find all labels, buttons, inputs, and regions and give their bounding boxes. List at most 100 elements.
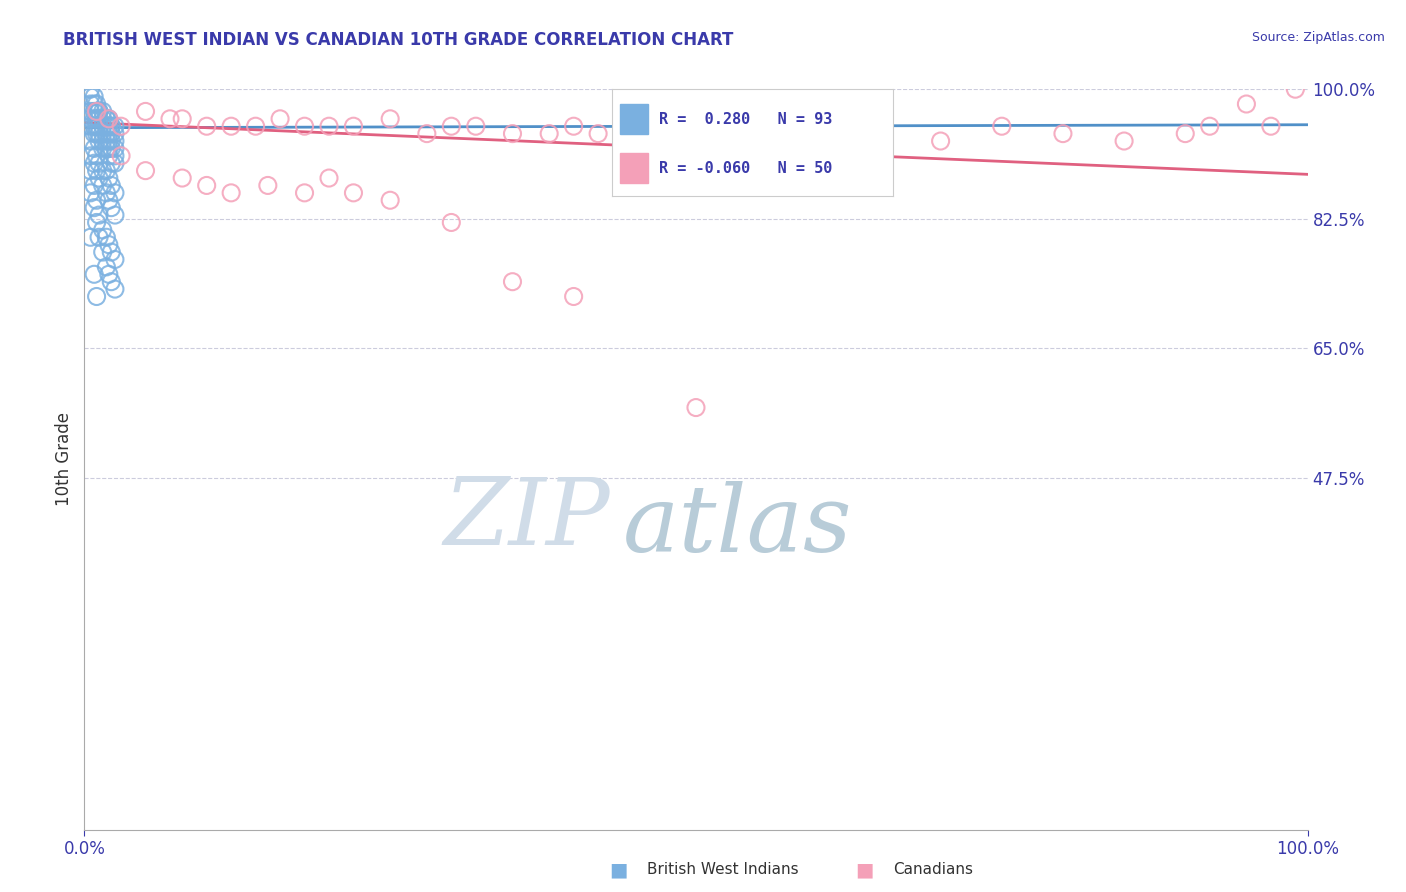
Point bbox=[79, 163, 101, 178]
Point bbox=[97, 112, 120, 126]
Point bbox=[502, 127, 524, 141]
Point bbox=[869, 127, 891, 141]
Point bbox=[96, 186, 118, 200]
Point bbox=[257, 178, 280, 193]
Point bbox=[1284, 82, 1306, 96]
Point bbox=[96, 134, 118, 148]
Point bbox=[100, 119, 122, 133]
Text: R =  0.280   N = 93: R = 0.280 N = 93 bbox=[659, 112, 832, 127]
Point bbox=[104, 134, 127, 148]
Point bbox=[661, 134, 683, 148]
Point bbox=[172, 171, 194, 186]
Point bbox=[380, 194, 402, 208]
Point bbox=[87, 112, 110, 126]
Point bbox=[79, 82, 101, 96]
Point bbox=[342, 186, 364, 200]
Point bbox=[83, 127, 105, 141]
Point bbox=[87, 104, 110, 119]
Point bbox=[1174, 127, 1197, 141]
Point bbox=[83, 178, 105, 193]
Bar bbox=[620, 153, 648, 184]
Point bbox=[1198, 119, 1220, 133]
Point bbox=[104, 149, 127, 163]
Point bbox=[87, 156, 110, 170]
Bar bbox=[620, 104, 648, 134]
Point bbox=[195, 178, 218, 193]
Point bbox=[1260, 119, 1282, 133]
Point bbox=[269, 112, 291, 126]
Point bbox=[104, 282, 127, 296]
Point bbox=[86, 163, 108, 178]
Point bbox=[97, 119, 120, 133]
Point bbox=[929, 134, 952, 148]
Point bbox=[83, 97, 105, 112]
Point bbox=[97, 268, 120, 282]
Point bbox=[294, 119, 316, 133]
Point bbox=[104, 156, 127, 170]
Point bbox=[91, 119, 114, 133]
Point bbox=[86, 289, 108, 303]
Text: British West Indians: British West Indians bbox=[647, 863, 799, 877]
Point bbox=[100, 201, 122, 215]
Point bbox=[79, 186, 101, 200]
Point bbox=[245, 119, 267, 133]
Point bbox=[464, 119, 486, 133]
Point bbox=[380, 112, 402, 126]
Point bbox=[685, 401, 707, 415]
Point bbox=[1236, 97, 1258, 112]
Point bbox=[100, 127, 122, 141]
Point bbox=[562, 289, 585, 303]
Point bbox=[294, 186, 316, 200]
Point bbox=[96, 112, 118, 126]
Point bbox=[104, 119, 127, 133]
Point bbox=[87, 208, 110, 222]
Point bbox=[440, 215, 463, 229]
Point bbox=[86, 112, 108, 126]
Point bbox=[318, 119, 340, 133]
Text: R = -0.060   N = 50: R = -0.060 N = 50 bbox=[659, 161, 832, 176]
Point bbox=[86, 104, 108, 119]
Text: Canadians: Canadians bbox=[893, 863, 973, 877]
Point bbox=[685, 127, 707, 141]
Point bbox=[172, 112, 194, 126]
Point bbox=[100, 119, 122, 133]
Point bbox=[83, 268, 105, 282]
Point bbox=[86, 194, 108, 208]
Point bbox=[79, 119, 101, 133]
Point bbox=[83, 104, 105, 119]
Point bbox=[97, 134, 120, 148]
Point bbox=[79, 89, 101, 103]
Point bbox=[104, 252, 127, 267]
Point bbox=[87, 134, 110, 148]
Point bbox=[135, 163, 157, 178]
Point bbox=[96, 141, 118, 155]
Point bbox=[502, 275, 524, 289]
Point bbox=[97, 171, 120, 186]
Point bbox=[538, 127, 561, 141]
Point bbox=[91, 127, 114, 141]
Point bbox=[1052, 127, 1074, 141]
Point bbox=[79, 112, 101, 126]
Point bbox=[86, 97, 108, 112]
Point bbox=[86, 149, 108, 163]
Point bbox=[83, 141, 105, 155]
Point bbox=[91, 112, 114, 126]
Point bbox=[91, 163, 114, 178]
Point bbox=[219, 119, 242, 133]
Point bbox=[79, 97, 101, 112]
Text: ZIP: ZIP bbox=[444, 474, 610, 564]
Point bbox=[97, 141, 120, 155]
Point bbox=[807, 163, 830, 178]
Point bbox=[104, 141, 127, 155]
Text: ■: ■ bbox=[609, 860, 628, 880]
Point bbox=[100, 134, 122, 148]
Point bbox=[110, 149, 132, 163]
Point bbox=[100, 178, 122, 193]
Point bbox=[100, 156, 122, 170]
Point bbox=[83, 119, 105, 133]
Point bbox=[91, 104, 114, 119]
Point bbox=[87, 171, 110, 186]
Point bbox=[100, 141, 122, 155]
Point bbox=[104, 186, 127, 200]
Point bbox=[79, 134, 101, 148]
